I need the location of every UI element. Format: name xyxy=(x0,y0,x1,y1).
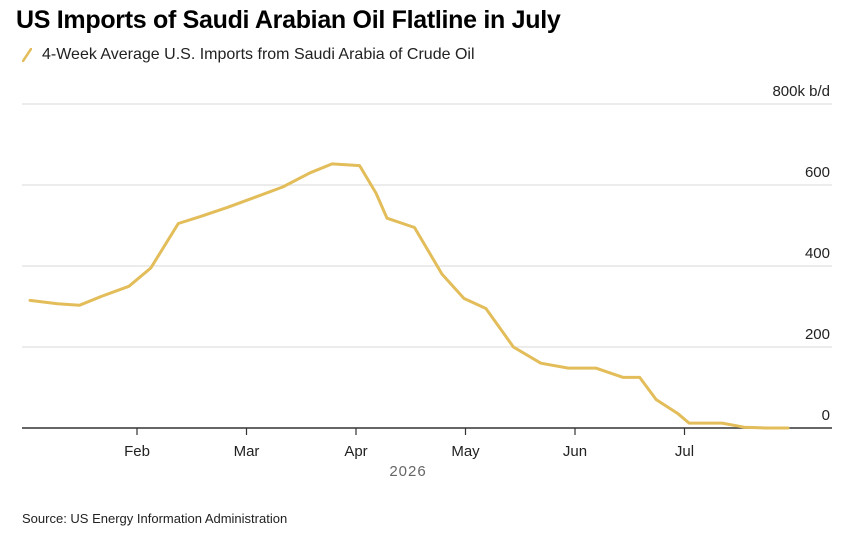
source-note: Source: US Energy Information Administra… xyxy=(22,511,288,526)
chart-title: US Imports of Saudi Arabian Oil Flatline… xyxy=(16,6,561,34)
legend-entry-label: 4-Week Average U.S. Imports from Saudi A… xyxy=(42,46,475,63)
x-tick-label-mar: Mar xyxy=(234,443,260,460)
x-tick-label-jul: Jul xyxy=(675,443,694,460)
legend: 4-Week Average U.S. Imports from Saudi A… xyxy=(22,46,475,64)
legend-swatch-icon xyxy=(22,48,32,62)
x-axis: Feb Mar Apr May Jun Jul xyxy=(22,427,832,460)
series-line-saudi-imports xyxy=(28,162,790,430)
x-axis-year-label: 2026 xyxy=(389,463,426,480)
y-axis-tick-labels: 800k b/d 0 200 400 600 xyxy=(772,83,830,424)
gridlines xyxy=(22,103,832,348)
y-tick-label-unit: 800k b/d xyxy=(772,83,830,100)
x-tick-label-may: May xyxy=(451,443,480,460)
x-tick-label-feb: Feb xyxy=(124,443,150,460)
y-tick-label-400: 400 xyxy=(805,245,830,262)
chart-plot-area: 800k b/d 0 200 400 600 Feb Mar Apr May Jun Jul 20… xyxy=(22,83,832,480)
x-tick-label-apr: Apr xyxy=(344,443,367,460)
y-tick-label-0: 0 xyxy=(822,407,830,424)
x-tick-label-jun: Jun xyxy=(563,443,587,460)
y-tick-label-200: 200 xyxy=(805,326,830,343)
y-tick-label-600: 600 xyxy=(805,164,830,181)
